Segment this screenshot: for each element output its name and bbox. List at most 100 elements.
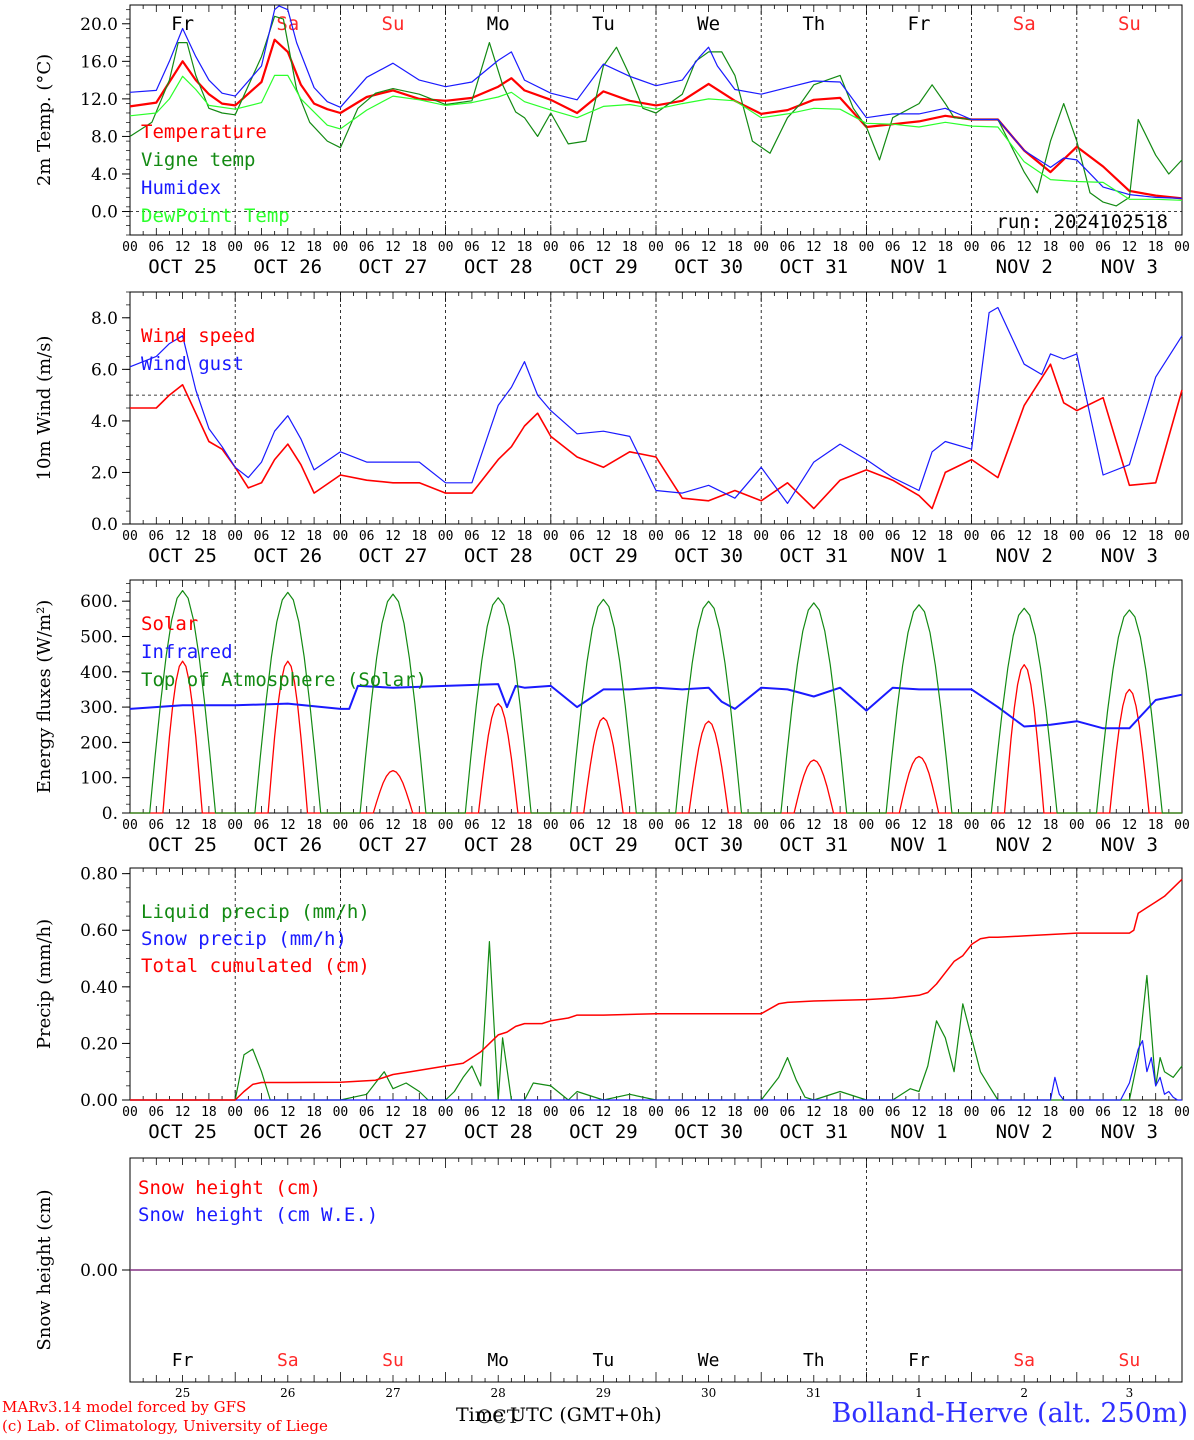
hour-tick-label: 00 <box>1174 1105 1190 1120</box>
day-label: NOV 2 <box>996 256 1053 278</box>
hour-tick-label: 18 <box>832 240 848 255</box>
legend-entry: Humidex <box>141 177 221 199</box>
legend-entry: Wind gust <box>141 353 244 375</box>
hour-tick-label: 12 <box>385 818 401 833</box>
day-label: OCT 26 <box>253 545 322 567</box>
day-number-label: 2 <box>1020 1386 1028 1400</box>
hour-tick-label: 06 <box>464 240 480 255</box>
hour-tick-label: 06 <box>148 1105 164 1120</box>
y-tick-label: 16.0 <box>80 52 118 72</box>
hour-tick-label: 00 <box>543 240 559 255</box>
hour-tick-label: 12 <box>490 818 506 833</box>
hour-tick-label: 00 <box>648 818 664 833</box>
day-label: OCT 27 <box>359 256 428 278</box>
y-tick-label: 8.0 <box>91 309 118 329</box>
hour-tick-label: 06 <box>254 818 270 833</box>
legend-entry: Temperature <box>141 121 267 143</box>
hour-tick-label: 12 <box>385 529 401 544</box>
hour-tick-label: 18 <box>517 818 533 833</box>
day-label: OCT 31 <box>779 545 848 567</box>
hour-tick-label: 18 <box>832 1105 848 1120</box>
hour-tick-label: 12 <box>280 240 296 255</box>
hour-tick-label: 00 <box>122 1105 138 1120</box>
hour-tick-label: 12 <box>1122 240 1138 255</box>
legend-entry: Liquid precip (mm/h) <box>141 901 370 923</box>
hour-tick-label: 18 <box>1043 1105 1059 1120</box>
weekday-label: Su <box>1119 1350 1141 1371</box>
hour-tick-label: 00 <box>1174 818 1190 833</box>
series-line-top-of-atmosphere-solar <box>130 590 1182 814</box>
day-number-label: 30 <box>701 1386 716 1400</box>
model-credit: MARv3.14 model forced by GFS <box>2 1398 247 1416</box>
hour-tick-label: 12 <box>490 529 506 544</box>
hour-tick-label: 00 <box>543 818 559 833</box>
hour-tick-label: 06 <box>464 529 480 544</box>
hour-tick-label: 00 <box>227 240 243 255</box>
day-label: OCT 25 <box>148 1121 217 1143</box>
station-label: Bolland-Herve (alt. 250m) <box>831 1398 1188 1429</box>
y-tick-label: 200. <box>80 733 118 753</box>
day-label: OCT 29 <box>569 834 638 856</box>
hour-tick-label: 06 <box>674 1105 690 1120</box>
hour-tick-label: 12 <box>596 818 612 833</box>
hour-tick-label: 06 <box>1095 240 1111 255</box>
y-axis-label: 2m Temp. (°C) <box>34 54 55 186</box>
hour-tick-label: 12 <box>490 240 506 255</box>
hour-tick-label: 06 <box>254 240 270 255</box>
hour-tick-label: 18 <box>517 1105 533 1120</box>
month-overlay-oct: OCT <box>477 1406 520 1428</box>
weekday-label: Su <box>382 1350 404 1371</box>
day-label: NOV 2 <box>996 834 1053 856</box>
day-label: OCT 30 <box>674 545 743 567</box>
hour-tick-label: 12 <box>806 529 822 544</box>
day-label: OCT 29 <box>569 256 638 278</box>
hour-tick-label: 18 <box>1043 240 1059 255</box>
hour-tick-label: 18 <box>937 529 953 544</box>
weekday-label: Sa <box>1013 1350 1035 1371</box>
legend-entry: Infrared <box>141 641 233 663</box>
day-label: NOV 3 <box>1101 834 1158 856</box>
legend-entry: Snow precip (mm/h) <box>141 928 347 950</box>
hour-tick-label: 06 <box>569 818 585 833</box>
hour-tick-label: 12 <box>701 529 717 544</box>
hour-tick-label: 00 <box>1069 1105 1085 1120</box>
y-tick-label: 400. <box>80 663 118 683</box>
hour-tick-label: 00 <box>648 240 664 255</box>
hour-tick-label: 18 <box>832 529 848 544</box>
hour-tick-label: 00 <box>964 818 980 833</box>
hour-tick-label: 06 <box>885 818 901 833</box>
hour-tick-label: 00 <box>859 240 875 255</box>
day-number-label: 27 <box>385 1386 400 1400</box>
hour-tick-label: 18 <box>937 818 953 833</box>
hour-tick-label: 12 <box>280 529 296 544</box>
day-label: OCT 30 <box>674 1121 743 1143</box>
hour-tick-label: 12 <box>911 240 927 255</box>
day-label: OCT 25 <box>148 256 217 278</box>
hour-tick-label: 18 <box>201 818 217 833</box>
day-label: OCT 25 <box>148 545 217 567</box>
day-label: OCT 31 <box>779 256 848 278</box>
hour-tick-label: 18 <box>201 529 217 544</box>
legend-entry: Snow height (cm) <box>138 1177 321 1199</box>
copyright-credit: (c) Lab. of Climatology, University of L… <box>2 1417 328 1435</box>
hour-tick-label: 12 <box>911 818 927 833</box>
hour-tick-label: 12 <box>701 1105 717 1120</box>
y-tick-label: 0.0 <box>91 203 118 223</box>
hour-tick-label: 12 <box>806 818 822 833</box>
hour-tick-label: 12 <box>175 240 191 255</box>
y-tick-label: 0.60 <box>80 921 118 941</box>
hour-tick-label: 18 <box>411 529 427 544</box>
day-label: OCT 29 <box>569 545 638 567</box>
hour-tick-label: 06 <box>780 818 796 833</box>
hour-tick-label: 12 <box>175 1105 191 1120</box>
hour-tick-label: 00 <box>964 1105 980 1120</box>
day-label: NOV 3 <box>1101 1121 1158 1143</box>
legend-entry: Wind speed <box>141 325 255 347</box>
hour-tick-label: 06 <box>780 1105 796 1120</box>
day-label: OCT 27 <box>359 1121 428 1143</box>
day-number-label: 3 <box>1126 1386 1134 1400</box>
hour-tick-label: 00 <box>227 1105 243 1120</box>
series-line-wind-speed <box>130 363 1183 510</box>
y-axis-label: Precip (mm/h) <box>34 919 55 1049</box>
hour-tick-label: 12 <box>175 818 191 833</box>
